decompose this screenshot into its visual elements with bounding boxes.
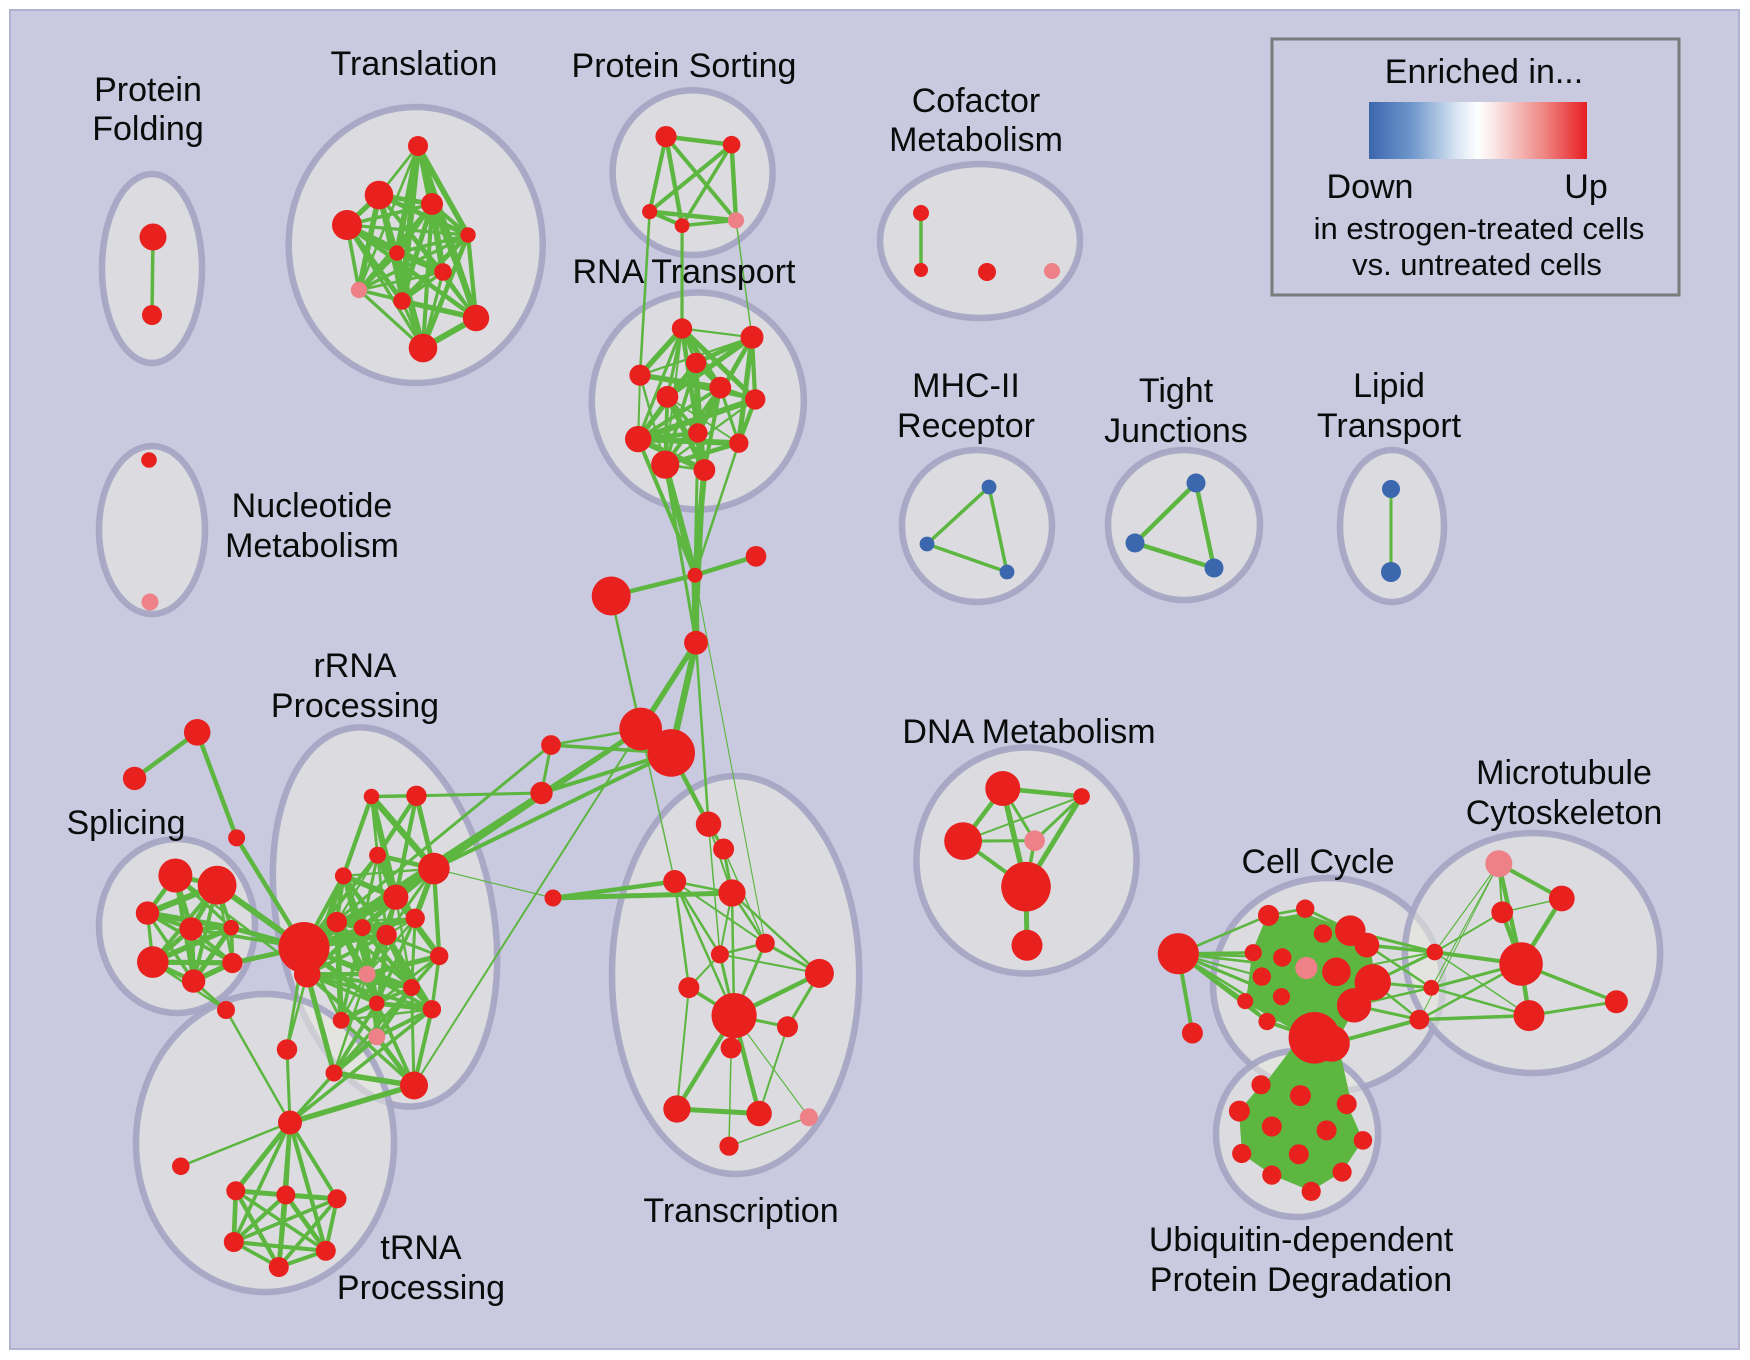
svg-text:Transcription: Transcription	[643, 1192, 838, 1230]
svg-text:Junctions: Junctions	[1104, 412, 1248, 450]
svg-text:Enriched in...: Enriched in...	[1385, 53, 1583, 91]
svg-text:MHC-II: MHC-II	[912, 367, 1020, 405]
svg-text:Metabolism: Metabolism	[889, 121, 1063, 159]
svg-text:tRNA: tRNA	[380, 1229, 462, 1267]
svg-text:Down: Down	[1327, 168, 1414, 206]
svg-text:in estrogen-treated cells: in estrogen-treated cells	[1314, 211, 1645, 246]
svg-text:Nucleotide: Nucleotide	[232, 487, 393, 525]
svg-text:Translation: Translation	[331, 45, 498, 83]
svg-text:Metabolism: Metabolism	[225, 527, 399, 565]
svg-text:Protein Degradation: Protein Degradation	[1150, 1261, 1452, 1299]
svg-text:DNA Metabolism: DNA Metabolism	[902, 713, 1155, 751]
svg-text:Processing: Processing	[337, 1269, 505, 1307]
svg-text:Protein: Protein	[94, 71, 202, 109]
svg-text:Cofactor: Cofactor	[912, 82, 1041, 120]
svg-text:Lipid: Lipid	[1353, 367, 1425, 405]
svg-text:Cell Cycle: Cell Cycle	[1241, 843, 1394, 881]
svg-text:Processing: Processing	[271, 687, 439, 725]
svg-text:Transport: Transport	[1317, 407, 1462, 445]
svg-text:vs. untreated cells: vs. untreated cells	[1352, 247, 1602, 282]
svg-text:Up: Up	[1564, 168, 1607, 206]
svg-text:rRNA: rRNA	[313, 647, 396, 685]
svg-text:Ubiquitin-dependent: Ubiquitin-dependent	[1149, 1221, 1454, 1259]
svg-text:Splicing: Splicing	[66, 804, 185, 842]
svg-text:Microtubule: Microtubule	[1476, 754, 1652, 792]
svg-text:Tight: Tight	[1139, 372, 1214, 410]
svg-text:Cytoskeleton: Cytoskeleton	[1466, 794, 1663, 832]
svg-text:Receptor: Receptor	[897, 407, 1035, 445]
svg-text:Folding: Folding	[92, 110, 204, 148]
svg-text:RNA Transport: RNA Transport	[573, 253, 797, 291]
svg-text:Protein Sorting: Protein Sorting	[572, 47, 797, 85]
